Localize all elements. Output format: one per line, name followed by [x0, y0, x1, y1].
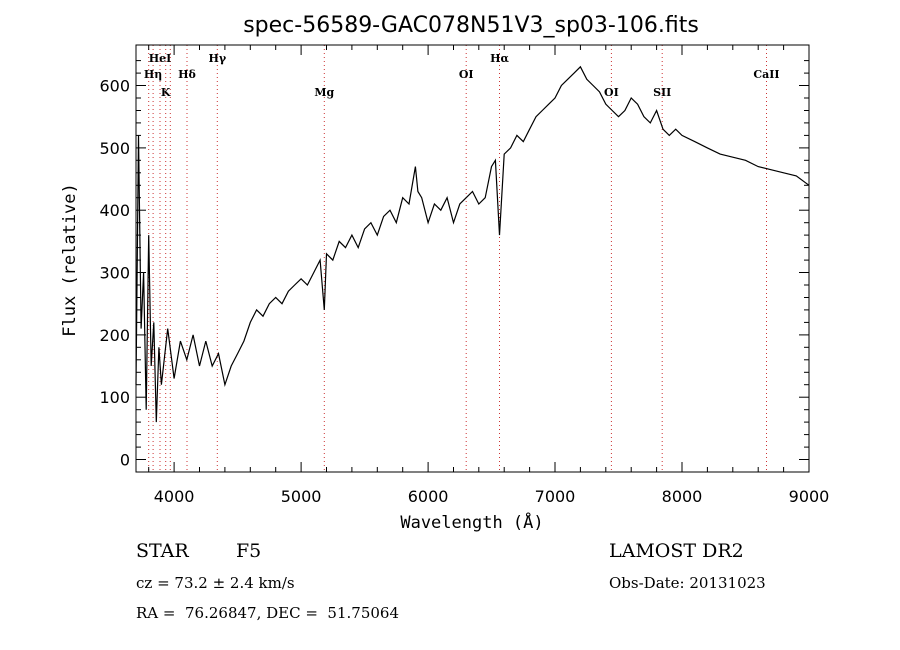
x-axis-label: Wavelength (Å)	[400, 511, 543, 533]
redshift-velocity: cz = 73.2 ± 2.4 km/s	[136, 574, 295, 592]
spectral-line-markers	[148, 45, 767, 472]
y-tick-label: 0	[120, 451, 130, 470]
line-label: Hα	[490, 52, 509, 65]
line-label: Mg	[314, 86, 334, 99]
line-label: CaII	[753, 68, 779, 81]
spectral-line-labels: HeI Hη K Hδ Hγ Mg OI Hα OI SII CaII	[144, 52, 780, 99]
line-label: Hγ	[208, 52, 226, 65]
x-tick-label: 8000	[662, 487, 703, 506]
ra-dec-coordinates: RA = 76.26847, DEC = 51.75064	[136, 604, 400, 622]
y-tick-label: 100	[99, 388, 130, 407]
y-tick-label: 400	[99, 201, 130, 220]
plot-frame	[135, 44, 810, 473]
line-label: SII	[653, 86, 671, 99]
survey-name: LAMOST DR2	[609, 540, 744, 562]
x-tick-label: 7000	[535, 487, 576, 506]
series-group	[135, 65, 810, 423]
x-tick-label: 9000	[789, 487, 830, 506]
line-label: K	[161, 86, 171, 99]
x-axis: 4000 5000 6000 7000 8000 9000	[148, 45, 830, 506]
x-tick-label: 4000	[154, 487, 195, 506]
object-subclass: F5	[236, 540, 262, 562]
x-tick-label: 6000	[408, 487, 449, 506]
y-axis-label: Flux (relative)	[60, 183, 80, 337]
line-label: Hδ	[178, 68, 196, 81]
observation-date: Obs-Date: 20131023	[609, 574, 766, 592]
y-tick-label: 600	[99, 77, 130, 96]
object-class: STAR	[136, 540, 189, 562]
line-label: HeI	[149, 52, 172, 65]
line-label: Hη	[144, 68, 162, 81]
line-label: OI	[604, 86, 619, 99]
spectrum-line	[135, 65, 810, 423]
x-tick-label: 5000	[281, 487, 322, 506]
y-axis: 0 100 200 300 400 500 600	[99, 60, 809, 470]
line-label: OI	[459, 68, 474, 81]
y-tick-label: 300	[99, 264, 130, 283]
chart-title: spec-56589-GAC078N51V3_sp03-106.fits	[243, 13, 699, 38]
y-tick-label: 500	[99, 139, 130, 158]
y-tick-label: 200	[99, 326, 130, 345]
